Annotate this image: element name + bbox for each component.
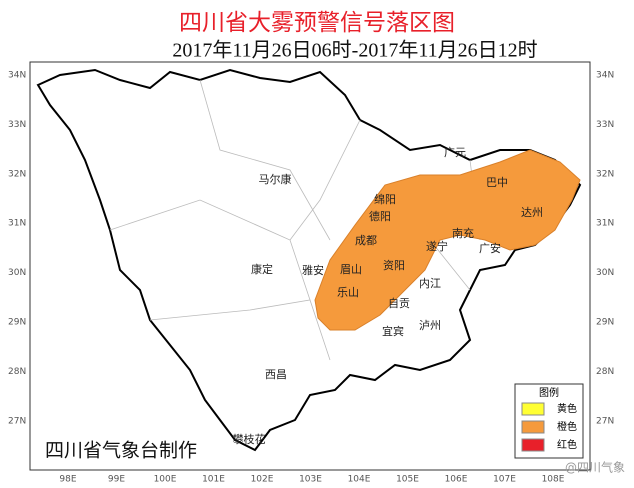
- watermark: @四川气象: [565, 460, 625, 475]
- lat-label-left: 33N: [8, 120, 26, 130]
- city-label: 南充: [452, 226, 474, 240]
- lat-label-right: 32N: [596, 169, 614, 179]
- lat-label-left: 32N: [8, 169, 26, 179]
- city-label: 广元: [444, 146, 466, 159]
- lat-label-right: 29N: [596, 318, 614, 328]
- map-frame: [29, 61, 591, 471]
- city-label: 达州: [521, 206, 543, 219]
- lon-label: 98E: [59, 475, 76, 485]
- city-label: 西昌: [265, 368, 287, 381]
- lat-label-left: 34N: [8, 71, 26, 81]
- city-label: 自贡: [388, 297, 410, 310]
- lon-label: 105E: [396, 475, 419, 485]
- lat-label-right: 30N: [596, 268, 614, 278]
- lon-label: 108E: [542, 475, 565, 485]
- city-label: 攀枝花: [233, 432, 266, 446]
- region-borders: [109, 79, 481, 361]
- orange-warning-area: [314, 149, 581, 331]
- lat-label-right: 28N: [596, 367, 614, 377]
- lat-label-left: 31N: [8, 219, 26, 229]
- lat-label-right: 31N: [596, 219, 614, 229]
- city-label: 巴中: [486, 176, 508, 189]
- city-label: 乐山: [337, 286, 359, 299]
- lat-label-right: 33N: [596, 120, 614, 130]
- city-label: 资阳: [383, 259, 405, 272]
- province-outline: [36, 68, 582, 452]
- lon-label: 106E: [445, 475, 468, 485]
- lat-label-right: 27N: [596, 416, 614, 426]
- city-label: 康定: [251, 262, 273, 276]
- city-label: 内江: [419, 276, 441, 290]
- lon-label: 104E: [348, 475, 371, 485]
- city-label: 绵阳: [374, 192, 396, 206]
- lon-label: 103E: [299, 475, 322, 485]
- lat-label-left: 27N: [8, 416, 26, 426]
- legend-swatch: [521, 438, 545, 452]
- legend-swatch: [521, 402, 545, 416]
- city-label: 遂宁: [426, 239, 448, 253]
- city-label: 广安: [479, 241, 501, 255]
- city-label: 雅安: [302, 263, 324, 277]
- legend-title: 图例: [539, 386, 559, 399]
- credit: 四川省气象台制作: [45, 440, 197, 462]
- legend-label: 橙色: [557, 420, 577, 433]
- legend-swatch: [521, 420, 545, 434]
- lon-label: 102E: [251, 475, 274, 485]
- title: 四川省大雾预警信号落区图: [179, 10, 455, 36]
- legend: 图例 黄色 橙色 红色: [514, 383, 584, 459]
- legend-label: 黄色: [557, 402, 577, 415]
- subtitle: 2017年11月26日06时-2017年11月26日12时: [172, 39, 537, 62]
- city-label: 马尔康: [259, 172, 292, 186]
- city-label: 泸州: [419, 319, 441, 332]
- city-label: 宜宾: [382, 324, 404, 338]
- city-label: 眉山: [340, 263, 362, 276]
- legend-label: 红色: [557, 438, 577, 451]
- lon-label: 101E: [202, 475, 225, 485]
- lon-label: 99E: [108, 475, 125, 485]
- lat-label-left: 30N: [8, 268, 26, 278]
- lat-label-right: 34N: [596, 71, 614, 81]
- lon-label: 100E: [154, 475, 177, 485]
- lon-label: 107E: [493, 475, 516, 485]
- lat-label-left: 28N: [8, 367, 26, 377]
- city-label: 成都: [355, 234, 377, 247]
- city-label: 德阳: [369, 209, 391, 223]
- lat-label-left: 29N: [8, 318, 26, 328]
